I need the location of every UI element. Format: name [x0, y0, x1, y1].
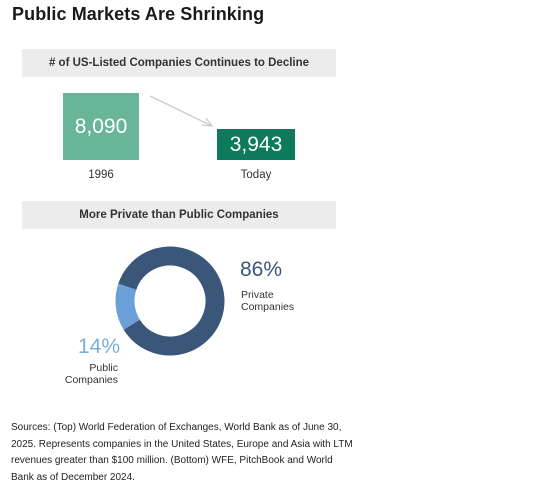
- section-header-private-public: More Private than Public Companies: [22, 201, 336, 229]
- private-companies-label: Private Companies: [241, 289, 294, 313]
- bar-label-1996: 1996: [88, 169, 114, 181]
- private-percent-label: 86%: [240, 258, 283, 281]
- bar-today: 3,943: [217, 129, 295, 160]
- private-label-line1: Private: [241, 289, 274, 301]
- bar-1996: 8,090: [63, 93, 139, 160]
- sources-note: Sources: (Top) World Federation of Excha…: [11, 422, 353, 483]
- public-label-line1: Public: [89, 362, 118, 374]
- bar-label-today: Today: [240, 169, 272, 181]
- public-label-line2: Companies: [64, 374, 118, 386]
- private-label-line2: Companies: [241, 301, 295, 313]
- donut-chart: [115, 246, 225, 356]
- public-companies-label: Public Companies: [58, 362, 118, 386]
- page-title: Public Markets Are Shrinking: [12, 4, 265, 24]
- public-percent-label: 14%: [78, 335, 121, 358]
- section-header-us-listed: # of US-Listed Companies Continues to De…: [22, 49, 336, 77]
